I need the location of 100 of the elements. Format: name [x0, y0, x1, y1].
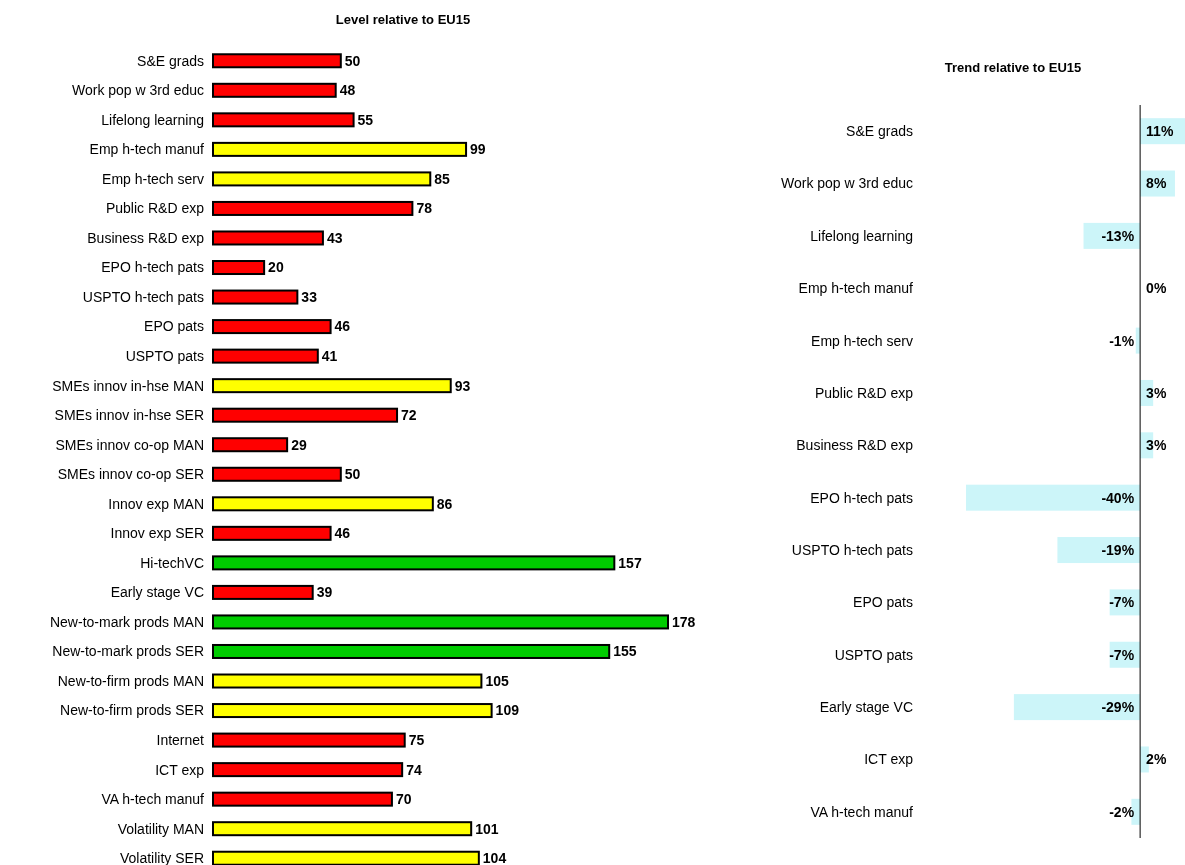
data-label: 105	[485, 672, 509, 689]
data-label: 75	[408, 731, 425, 748]
bar	[212, 407, 399, 423]
bar	[212, 614, 669, 630]
bar	[212, 791, 393, 807]
y-tick-label: Public R&D exp	[814, 384, 914, 401]
data-label: 41	[321, 348, 338, 365]
y-tick-label: Innov exp SER	[110, 525, 204, 542]
y-tick-label: Business R&D exp	[87, 229, 205, 246]
y-tick-label: Work pop w 3rd educ	[780, 175, 913, 192]
bar	[1057, 537, 1141, 564]
y-tick-label: EPO h-tech pats	[810, 489, 913, 506]
data-label: -1%	[1109, 332, 1135, 349]
data-label: 109	[495, 702, 520, 719]
bar	[212, 141, 468, 157]
bar	[212, 82, 337, 98]
y-tick-label: SMEs innov co-op MAN	[55, 436, 204, 453]
data-label: -7%	[1109, 594, 1135, 611]
y-tick-label: SMEs innov co-op SER	[57, 466, 204, 483]
y-tick-label: USPTO h-tech pats	[791, 541, 913, 558]
y-tick-label: ICT exp	[864, 751, 914, 768]
data-label: 48	[339, 82, 356, 99]
y-tick-label: EPO h-tech pats	[101, 259, 204, 276]
bar	[212, 496, 434, 512]
data-label: 3%	[1146, 437, 1167, 454]
data-label: 70	[395, 791, 412, 808]
bar	[212, 762, 404, 778]
data-label: 8%	[1146, 175, 1167, 192]
data-label: 55	[357, 111, 374, 128]
data-label: 2%	[1146, 751, 1167, 768]
y-tick-label: SMEs innov in-hse SER	[54, 407, 204, 424]
y-tick-label: Lifelong learning	[101, 111, 204, 128]
data-label: 0%	[1146, 280, 1167, 297]
data-label: 155	[613, 643, 637, 660]
data-label: 50	[344, 52, 361, 69]
y-tick-label: Hi-techVC	[140, 554, 204, 571]
y-tick-label: VA h-tech manuf	[101, 791, 205, 808]
y-tick-label: USPTO pats	[125, 348, 204, 365]
data-label: 178	[672, 613, 696, 630]
bar	[212, 584, 314, 600]
bar	[212, 466, 342, 482]
y-tick-label: USPTO h-tech pats	[82, 288, 204, 305]
data-label: -2%	[1109, 803, 1135, 820]
bar	[212, 703, 493, 719]
y-tick-label: USPTO pats	[834, 646, 913, 663]
data-label: 93	[454, 377, 471, 394]
data-label: 86	[436, 495, 453, 512]
y-tick-label: Emp h-tech manuf	[798, 280, 914, 297]
data-label: -7%	[1109, 646, 1135, 663]
y-tick-label: VA h-tech manuf	[810, 803, 914, 820]
y-tick-label: Innov exp MAN	[108, 495, 204, 512]
bar	[212, 200, 414, 216]
y-tick-label: Public R&D exp	[105, 200, 205, 217]
y-tick-label: Work pop w 3rd educ	[71, 82, 204, 99]
data-label: 85	[434, 170, 451, 187]
y-tick-label: EPO pats	[853, 594, 913, 611]
data-label: 46	[334, 525, 351, 542]
bar	[212, 348, 319, 364]
bar	[212, 112, 355, 128]
bar	[212, 525, 332, 541]
bar	[212, 230, 324, 246]
chart-title: Level relative to EU15	[335, 12, 471, 27]
y-tick-label: SMEs innov in-hse MAN	[52, 377, 204, 394]
data-label: 11%	[1146, 123, 1174, 140]
data-label: 104	[482, 850, 507, 865]
y-tick-label: S&E grads	[846, 123, 913, 140]
bar	[1013, 694, 1141, 721]
data-label: 39	[316, 584, 333, 601]
y-tick-label: New-to-firm prods MAN	[57, 672, 204, 689]
bar	[966, 484, 1141, 511]
y-tick-label: Business R&D exp	[796, 437, 914, 454]
data-label: 50	[344, 466, 361, 483]
data-label: 33	[301, 288, 318, 305]
data-label: -40%	[1101, 489, 1135, 506]
data-label: 72	[401, 407, 417, 424]
y-tick-label: Emp h-tech serv	[102, 170, 204, 187]
y-tick-label: Emp h-tech manuf	[89, 141, 205, 158]
data-label: 20	[268, 259, 284, 276]
data-label: -13%	[1101, 227, 1135, 244]
bar	[212, 732, 406, 748]
y-tick-label: Volatility MAN	[117, 820, 204, 837]
y-tick-label: Early stage VC	[819, 699, 913, 716]
y-tick-label: New-to-mark prods MAN	[49, 613, 204, 630]
y-tick-label: ICT exp	[155, 761, 205, 778]
bar	[212, 260, 266, 276]
data-label: 157	[618, 554, 642, 571]
data-label: 101	[475, 820, 499, 837]
y-tick-label: New-to-firm prods SER	[60, 702, 204, 719]
bar	[212, 171, 432, 187]
bar	[212, 319, 332, 335]
data-label: 99	[470, 141, 486, 158]
chart-title: Trend relative to EU15	[944, 60, 1082, 75]
y-tick-label: S&E grads	[137, 52, 204, 69]
y-tick-label: New-to-mark prods SER	[52, 643, 204, 660]
y-tick-label: Emp h-tech serv	[811, 332, 913, 349]
data-label: -19%	[1101, 541, 1135, 558]
data-label: -29%	[1101, 699, 1135, 716]
y-tick-label: EPO pats	[144, 318, 204, 335]
data-label: 78	[416, 200, 433, 217]
data-label: 29	[291, 436, 307, 453]
